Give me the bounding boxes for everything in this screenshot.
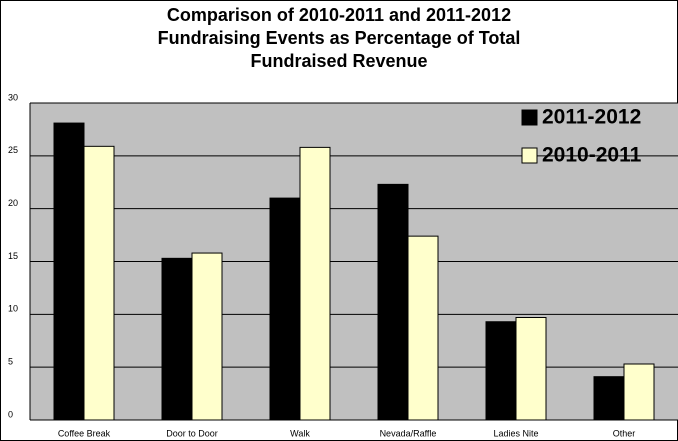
legend-swatch	[521, 147, 538, 164]
bar	[83, 145, 115, 421]
y-tick-label: 15	[8, 251, 18, 261]
bar	[377, 183, 409, 421]
bar	[407, 235, 439, 421]
y-tick-label: 10	[8, 304, 18, 314]
legend-label: 2010-2011	[542, 144, 642, 167]
x-tick-label: Coffee Break	[58, 428, 111, 438]
x-tick-label: Nevada/Raffle	[380, 428, 437, 438]
x-tick-label: Walk	[290, 428, 310, 438]
bar	[593, 376, 625, 421]
bar	[161, 257, 193, 421]
bar	[515, 317, 547, 421]
y-tick-label: 5	[8, 357, 13, 367]
bar	[191, 252, 223, 421]
y-tick-label: 0	[8, 409, 13, 419]
bar	[485, 321, 517, 421]
bar	[269, 197, 301, 421]
y-tick-label: 25	[8, 145, 18, 155]
chart-title: Comparison of 2010-2011 and 2011-2012 Fu…	[157, 5, 521, 71]
y-tick-label: 30	[8, 92, 18, 102]
bar	[53, 122, 85, 421]
x-tick-label: Door to Door	[166, 428, 218, 438]
legend-label: 2011-2012	[542, 106, 641, 129]
legend-swatch	[521, 109, 538, 126]
x-tick-label: Ladies Nite	[493, 428, 538, 438]
x-tick-label: Other	[613, 428, 636, 438]
bar	[623, 363, 655, 421]
bar	[299, 146, 331, 421]
y-tick-label: 20	[8, 198, 18, 208]
